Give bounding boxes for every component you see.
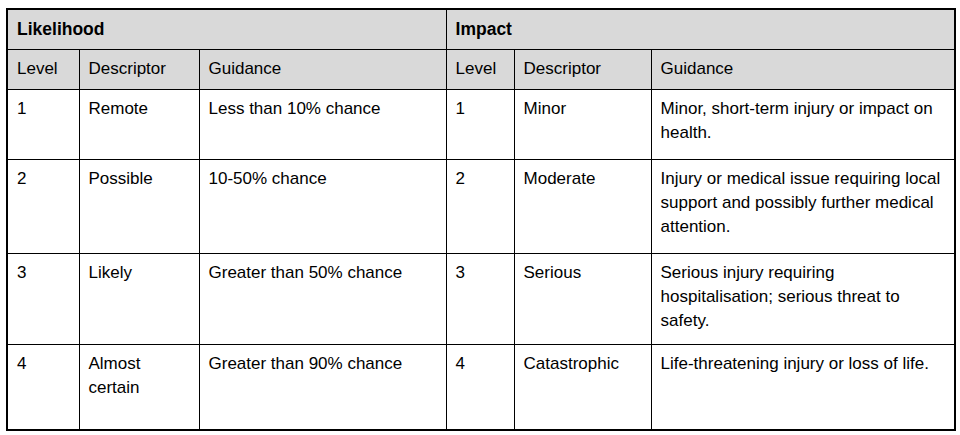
likelihood-level-cell: 4 <box>7 344 79 430</box>
col-header-likelihood-guidance: Guidance <box>199 49 446 89</box>
impact-level-cell: 2 <box>446 159 514 253</box>
likelihood-descriptor-cell: Remote <box>79 89 199 159</box>
likelihood-level-cell: 2 <box>7 159 79 253</box>
likelihood-level-cell: 3 <box>7 253 79 344</box>
impact-descriptor-cell: Minor <box>514 89 651 159</box>
impact-level-cell: 4 <box>446 344 514 430</box>
impact-guidance-cell: Injury or medical issue requiring local … <box>651 159 955 253</box>
table-row: 4 Almost certain Greater than 90% chance… <box>7 344 955 430</box>
group-header-likelihood: Likelihood <box>7 9 446 49</box>
column-header-row: Level Descriptor Guidance Level Descript… <box>7 49 955 89</box>
risk-assessment-table: Likelihood Impact Level Descriptor Guida… <box>6 8 956 431</box>
likelihood-descriptor-cell: Almost certain <box>79 344 199 430</box>
impact-guidance-cell: Minor, short-term injury or impact on he… <box>651 89 955 159</box>
group-header-row: Likelihood Impact <box>7 9 955 49</box>
document-page: Likelihood Impact Level Descriptor Guida… <box>0 0 960 435</box>
table-row: 2 Possible 10-50% chance 2 Moderate Inju… <box>7 159 955 253</box>
impact-level-cell: 1 <box>446 89 514 159</box>
likelihood-guidance-cell: Greater than 50% chance <box>199 253 446 344</box>
col-header-likelihood-descriptor: Descriptor <box>79 49 199 89</box>
likelihood-guidance-cell: Greater than 90% chance <box>199 344 446 430</box>
likelihood-level-cell: 1 <box>7 89 79 159</box>
col-header-impact-descriptor: Descriptor <box>514 49 651 89</box>
col-header-impact-level: Level <box>446 49 514 89</box>
impact-guidance-cell: Life-threatening injury or loss of life. <box>651 344 955 430</box>
col-header-likelihood-level: Level <box>7 49 79 89</box>
impact-guidance-cell: Serious injury requiring hospitalisation… <box>651 253 955 344</box>
impact-level-cell: 3 <box>446 253 514 344</box>
impact-descriptor-cell: Serious <box>514 253 651 344</box>
likelihood-guidance-cell: 10-50% chance <box>199 159 446 253</box>
table-row: 3 Likely Greater than 50% chance 3 Serio… <box>7 253 955 344</box>
col-header-impact-guidance: Guidance <box>651 49 955 89</box>
likelihood-descriptor-cell: Likely <box>79 253 199 344</box>
group-header-impact: Impact <box>446 9 955 49</box>
impact-descriptor-cell: Catastrophic <box>514 344 651 430</box>
impact-descriptor-cell: Moderate <box>514 159 651 253</box>
likelihood-guidance-cell: Less than 10% chance <box>199 89 446 159</box>
likelihood-descriptor-cell: Possible <box>79 159 199 253</box>
table-row: 1 Remote Less than 10% chance 1 Minor Mi… <box>7 89 955 159</box>
